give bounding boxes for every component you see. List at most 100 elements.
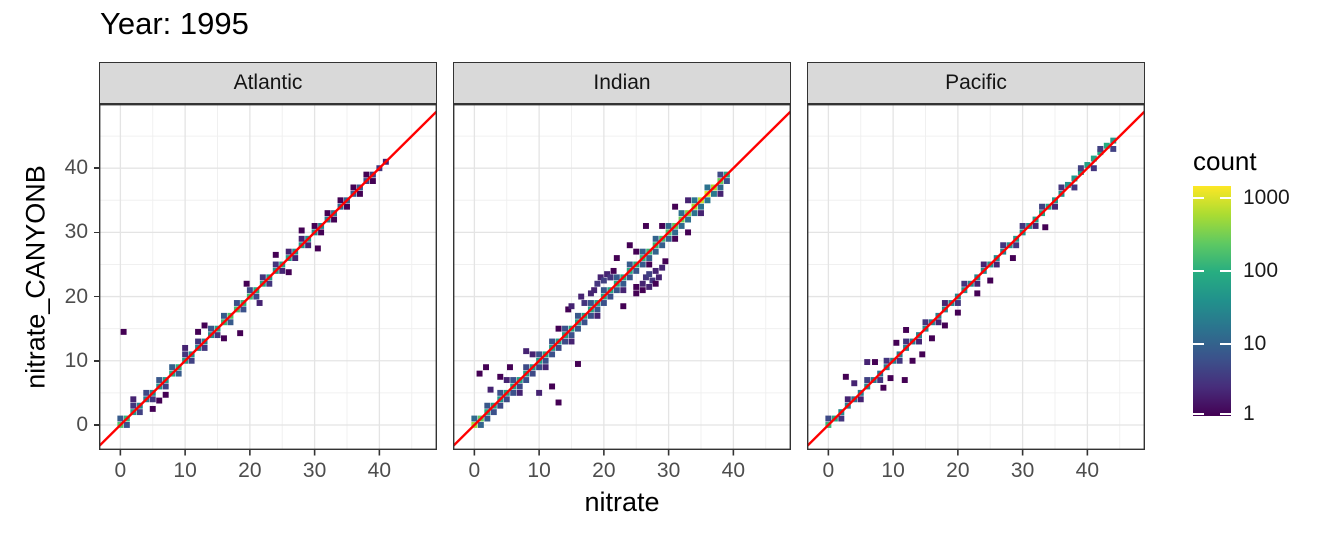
- bin: [587, 312, 594, 319]
- bin: [678, 223, 685, 229]
- bin: [285, 269, 292, 276]
- y-tick-label: 30: [64, 220, 88, 244]
- bin: [639, 248, 646, 255]
- bin: [1039, 203, 1046, 210]
- bin: [941, 300, 948, 306]
- bin: [1009, 255, 1016, 262]
- bin: [717, 184, 724, 191]
- facet-strip-label: Atlantic: [233, 71, 303, 94]
- bin: [594, 306, 601, 313]
- bin: [1103, 142, 1110, 149]
- bin: [542, 364, 549, 371]
- bin: [838, 415, 845, 422]
- bin: [659, 264, 666, 271]
- bin: [503, 377, 510, 383]
- facet-strip-label: Indian: [593, 71, 651, 94]
- bin: [864, 377, 871, 383]
- bin: [195, 328, 202, 335]
- bin: [633, 267, 640, 274]
- y-tick-mark: [94, 359, 99, 362]
- bin: [240, 306, 247, 313]
- y-tick-label: 20: [64, 284, 88, 308]
- bin: [356, 190, 363, 197]
- panel-pacific: [807, 104, 1145, 456]
- x-tick-label: 30: [1010, 459, 1035, 482]
- legend-title: count: [1193, 146, 1257, 176]
- bin: [639, 280, 646, 287]
- bin: [305, 242, 312, 249]
- bin: [607, 293, 614, 300]
- plot-title: Year: 1995: [100, 6, 249, 41]
- bin: [130, 396, 137, 403]
- x-tick-label: 20: [238, 459, 262, 482]
- bin: [877, 377, 884, 383]
- bin: [266, 280, 273, 287]
- facet-indian: Indian 0 10 20 30 40: [453, 62, 791, 486]
- bin: [578, 293, 585, 300]
- bin: [497, 373, 504, 380]
- bin: [574, 325, 581, 332]
- bin: [610, 267, 617, 274]
- bin: [1090, 165, 1097, 172]
- bin: [626, 274, 633, 281]
- x-axis-tick-labels: 0 10 20 30 40: [99, 459, 437, 485]
- bin: [613, 274, 620, 281]
- bin: [909, 357, 916, 364]
- bin: [633, 290, 640, 297]
- bin: [935, 319, 942, 326]
- x-tick-label: 0: [468, 459, 481, 482]
- x-tick-label: 0: [822, 459, 835, 482]
- bin: [620, 287, 627, 294]
- bin: [662, 258, 669, 265]
- bin: [292, 255, 299, 262]
- bin: [162, 383, 169, 390]
- bin: [659, 242, 666, 249]
- facet-atlantic: Atlantic 0 10 20 30 40: [99, 62, 437, 486]
- bin: [156, 397, 163, 404]
- x-tick-label: 10: [173, 459, 197, 482]
- bin: [285, 248, 292, 255]
- bin: [298, 227, 305, 234]
- bin: [1077, 165, 1084, 172]
- bin: [685, 216, 692, 223]
- legend-tick-mark: [1220, 196, 1231, 199]
- facet-pacific: Pacific 0 10 20 30 40: [807, 62, 1145, 486]
- bin: [324, 210, 331, 217]
- bin: [1052, 203, 1058, 210]
- y-tick-label: 0: [76, 412, 88, 436]
- bin: [857, 396, 864, 403]
- bin: [655, 274, 662, 281]
- bin: [1084, 162, 1091, 168]
- bin: [652, 235, 659, 242]
- bin: [883, 357, 890, 364]
- bin: [490, 409, 497, 416]
- bin: [1064, 181, 1071, 188]
- y-tick-mark: [94, 167, 99, 169]
- panel-border: [453, 104, 791, 451]
- bin: [568, 303, 575, 310]
- x-tick-label: 20: [592, 459, 616, 482]
- bin: [652, 280, 659, 287]
- bin: [214, 332, 221, 339]
- bin: [903, 327, 910, 333]
- bin: [195, 338, 202, 345]
- bin: [652, 248, 659, 255]
- bin: [591, 287, 598, 294]
- bin: [363, 171, 370, 178]
- bin: [536, 389, 543, 396]
- legend-tick-label: 100: [1243, 258, 1279, 282]
- bin: [698, 210, 704, 217]
- panel-border: [807, 104, 1145, 451]
- bin: [642, 274, 649, 281]
- bin: [523, 377, 530, 383]
- bin: [562, 338, 568, 345]
- bin: [130, 402, 137, 409]
- bin: [1013, 242, 1020, 249]
- bin: [723, 178, 730, 184]
- bin: [1110, 137, 1117, 144]
- bin: [607, 274, 614, 281]
- bin: [529, 351, 536, 358]
- facet-strip: Atlantic: [99, 62, 437, 104]
- bin: [256, 300, 263, 306]
- bin: [369, 178, 376, 184]
